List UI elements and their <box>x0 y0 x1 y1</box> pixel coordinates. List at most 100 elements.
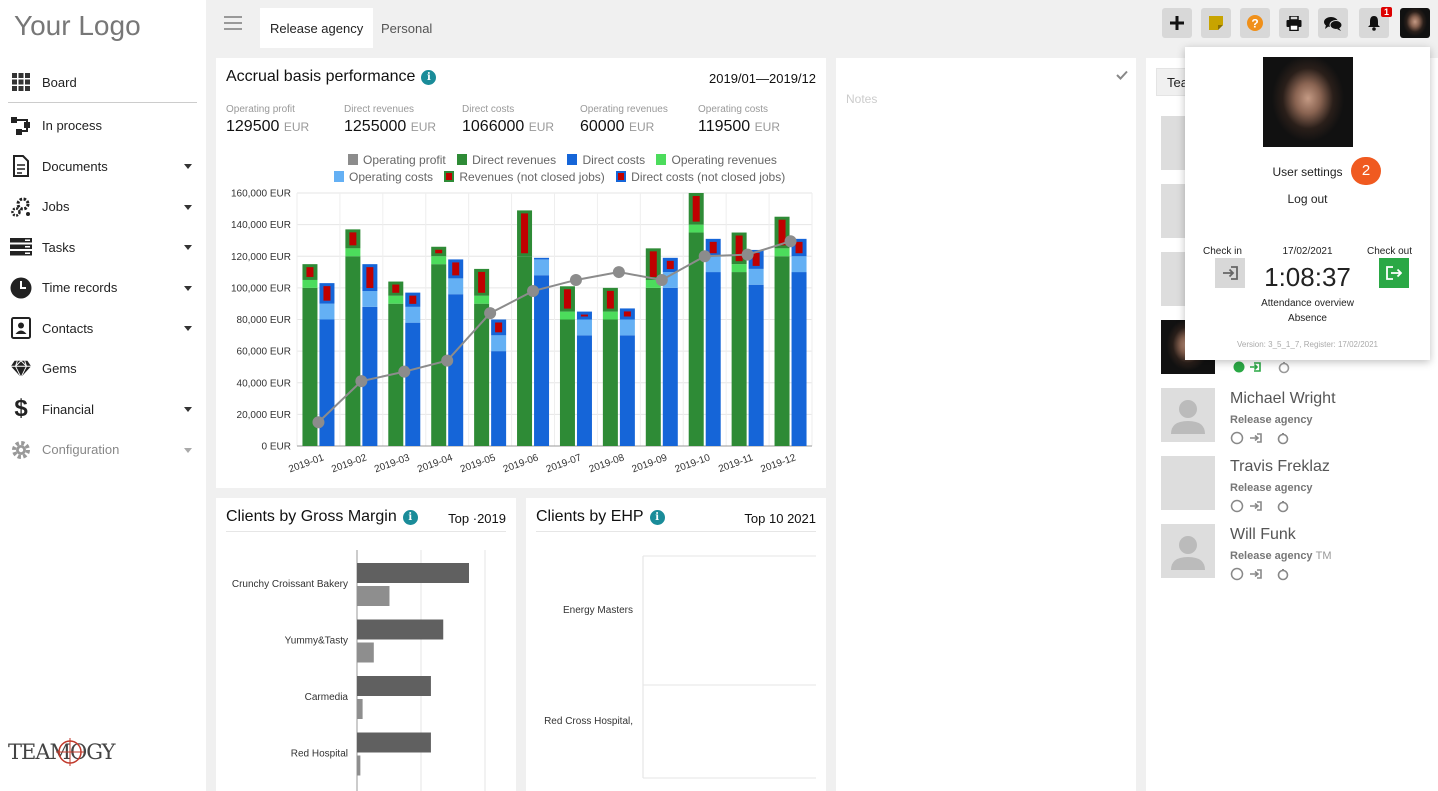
category-label: Crunchy Croissant Bakery <box>232 579 348 590</box>
notification-count-badge: 1 <box>1380 7 1392 17</box>
sidebar-item-label: Board <box>42 74 77 90</box>
notifications-button[interactable]: 1 <box>1359 7 1392 38</box>
user-profile-photo <box>1263 57 1353 147</box>
cost-bar <box>662 287 678 446</box>
operating-profit-point <box>312 416 325 429</box>
info-icon[interactable]: i <box>421 70 437 85</box>
accrual-period[interactable]: 2019/01—2019/12 <box>709 71 816 86</box>
dollar-icon: $ <box>14 395 28 423</box>
avatar <box>1161 456 1215 510</box>
chevron-down-icon <box>184 164 192 170</box>
operating-profit-point <box>355 375 368 388</box>
gross-margin-bar <box>357 563 469 583</box>
add-button[interactable] <box>1162 8 1192 38</box>
absence-link[interactable]: Absence <box>1288 313 1327 324</box>
revenue-bar <box>302 287 318 446</box>
sidebar-item-jobs[interactable]: Jobs <box>0 187 206 228</box>
sidebar-item-board[interactable]: Board <box>0 62 206 103</box>
ehp-card: Clients by EHP i Top 10 2021 Energy Maste… <box>526 498 826 791</box>
operating-profit-point <box>527 285 540 298</box>
revenue-bar <box>388 295 404 304</box>
legend-item[interactable]: Direct costs (not closed jobs) <box>616 170 785 184</box>
check-out-label: Check out <box>1366 246 1412 257</box>
cost-bar <box>448 278 464 295</box>
legend-item[interactable]: Direct costs <box>567 153 645 167</box>
legend-item[interactable]: Operating profit <box>348 153 446 167</box>
sidebar-item-time-records[interactable]: Time records <box>0 268 206 309</box>
sidebar-item-label: Contacts <box>42 320 94 336</box>
status-icons[interactable] <box>1230 567 1300 581</box>
cost-bar-not-closed-frame <box>534 257 550 260</box>
sidebar-item-gems[interactable]: Gems <box>0 349 206 390</box>
operating-profit-point <box>484 307 497 320</box>
legend-item[interactable]: Operating revenues <box>656 153 777 167</box>
x-tick-label: 2019-08 <box>588 452 627 475</box>
check-out-button[interactable] <box>1379 258 1409 288</box>
sidebar-item-in-process[interactable]: In process <box>0 106 206 147</box>
tab-personal[interactable]: Personal <box>381 20 433 36</box>
revenue-bar-not-closed <box>735 235 743 262</box>
category-label: Energy Masters <box>563 605 633 616</box>
tab-release-agency[interactable]: Release agency <box>260 8 374 48</box>
attendance-timer: 1:08:37 <box>1264 262 1351 292</box>
legend-item[interactable]: Direct revenues <box>457 153 556 167</box>
gross-margin-period[interactable]: Top ·2019 <box>448 511 506 526</box>
revenue-bar <box>731 264 747 273</box>
user-avatar[interactable] <box>1400 8 1430 38</box>
notes-placeholder[interactable]: Notes <box>846 92 878 106</box>
status-icons[interactable] <box>1230 431 1300 445</box>
check-icon[interactable] <box>1116 70 1128 80</box>
revenue-bar <box>688 224 704 233</box>
sticky-note-button[interactable] <box>1201 8 1231 38</box>
revenue-bar <box>431 256 447 265</box>
help-button[interactable]: ? <box>1240 8 1270 38</box>
status-icons <box>1233 361 1290 374</box>
info-icon[interactable]: i <box>402 510 418 525</box>
clock-icon <box>10 277 32 299</box>
accrual-title: Accrual basis performance i <box>226 68 437 86</box>
logo[interactable]: Your Logo <box>14 10 141 41</box>
avatar <box>1161 388 1215 442</box>
ehp-period[interactable]: Top 10 2021 <box>744 511 816 526</box>
gross-margin-bar-secondary <box>357 642 374 663</box>
cost-bar <box>619 335 635 446</box>
sidebar-divider <box>8 102 197 103</box>
status-icons[interactable] <box>1230 499 1300 513</box>
help-icon: ? <box>1247 15 1263 31</box>
legend-item[interactable]: Operating costs <box>334 170 433 184</box>
cost-bar <box>619 319 635 336</box>
revenue-bar <box>431 264 447 446</box>
sidebar-item-label: Jobs <box>42 199 70 215</box>
check-in-button[interactable] <box>1215 258 1245 288</box>
gears-icon <box>10 196 32 218</box>
sidebar-item-configuration[interactable]: Configuration <box>0 430 206 471</box>
info-icon[interactable]: i <box>649 510 665 525</box>
member-company: Release agency <box>1230 414 1313 426</box>
sidebar-nav: Board In process Documents Jobs Tasks Ti… <box>0 62 206 470</box>
y-tick-label: 20,000 EUR <box>237 410 291 421</box>
print-button[interactable] <box>1279 8 1309 38</box>
logout-link[interactable]: Log out <box>1287 192 1328 206</box>
x-tick-label: 2019-03 <box>373 452 412 475</box>
x-tick-label: 2019-01 <box>287 452 326 475</box>
user-settings-link[interactable]: User settings <box>1272 165 1343 179</box>
legend-item[interactable]: Revenues (not closed jobs) <box>444 170 605 184</box>
attendance-overview-link[interactable]: Attendance overview <box>1261 298 1354 309</box>
cost-bar <box>405 306 421 323</box>
x-tick-label: 2019-12 <box>759 452 798 475</box>
sidebar-item-contacts[interactable]: Contacts <box>0 308 206 349</box>
sidebar-item-financial[interactable]: $ Financial <box>0 389 206 430</box>
chat-button[interactable] <box>1318 8 1348 38</box>
revenue-bar <box>559 319 575 446</box>
sidebar-item-documents[interactable]: Documents <box>0 146 206 187</box>
revenue-bar-not-closed <box>563 289 571 309</box>
chevron-down-icon <box>184 245 192 251</box>
sidebar-item-label: Configuration <box>42 442 120 458</box>
category-label: Yummy&Tasty <box>285 636 348 647</box>
operating-profit-point <box>698 250 711 263</box>
sidebar-item-tasks[interactable]: Tasks <box>0 227 206 268</box>
revenue-bar <box>474 303 490 446</box>
hamburger-menu-icon[interactable] <box>224 16 242 30</box>
x-tick-label: 2019-09 <box>631 452 670 475</box>
cost-bar <box>791 272 807 446</box>
